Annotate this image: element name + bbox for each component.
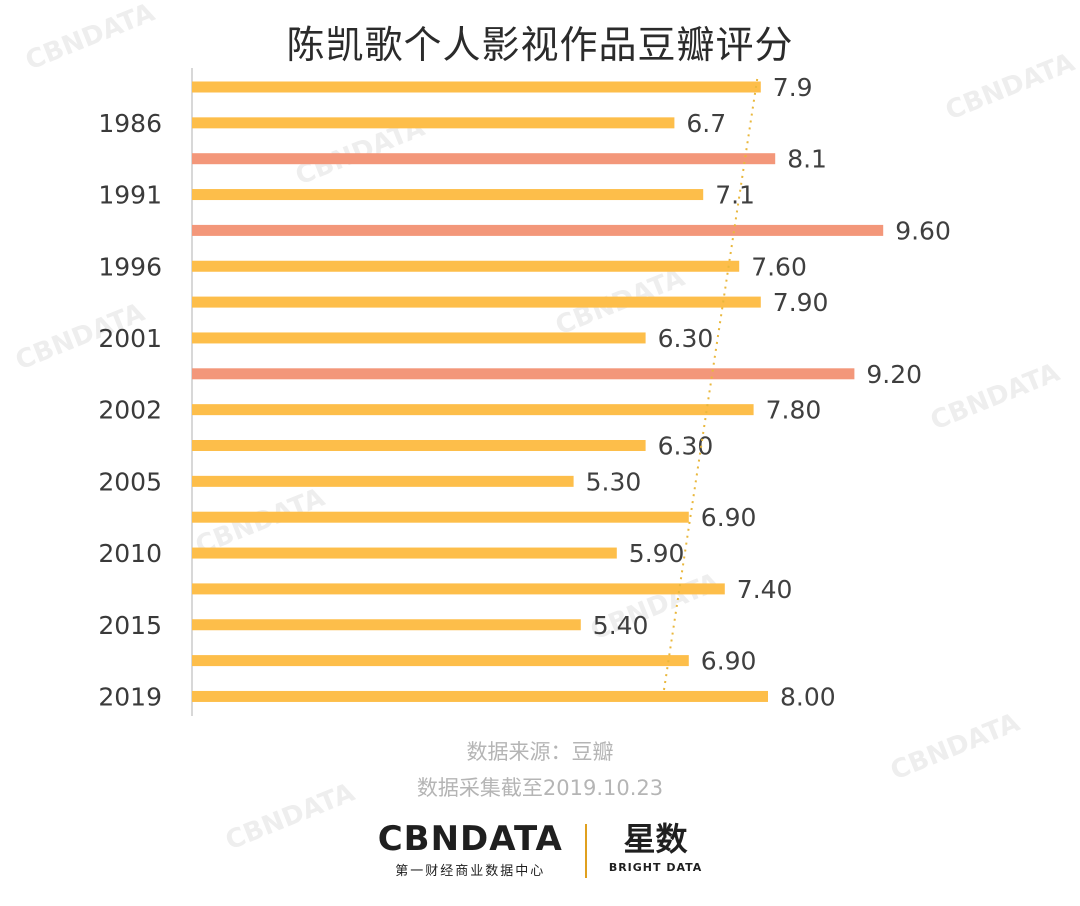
bar-16 — [192, 655, 689, 667]
bar-6 — [192, 296, 761, 308]
watermark-5: CBNDATA — [926, 358, 1064, 437]
y-tick-labels: 1986 1991 1996 2001 2002 2005 2010 2015 2019 — [98, 109, 162, 712]
footer-logo: CBNDATA 第一财经商业数据中心 星数 BRIGHT DATA — [0, 820, 1080, 879]
value-label-17: 8.00 — [780, 682, 836, 711]
value-label-15: 5.40 — [593, 611, 649, 640]
watermark-0: CBNDATA — [21, 0, 159, 76]
chart-title: 陈凯歌个人影视作品豆瓣评分 — [286, 23, 794, 67]
value-label-14: 7.40 — [737, 575, 793, 604]
value-label-8: 9.20 — [866, 360, 922, 389]
value-label-11: 5.30 — [586, 467, 642, 496]
value-label-9: 7.80 — [766, 396, 822, 425]
bar-10 — [192, 440, 646, 451]
bar-1 — [192, 117, 675, 129]
source-note: 数据来源：豆瓣 — [466, 740, 614, 764]
bar-14 — [192, 583, 725, 595]
cbndata-subtitle: 第一财经商业数据中心 — [395, 864, 546, 879]
y-tick-1996: 1996 — [98, 252, 162, 281]
bar-15 — [192, 619, 581, 631]
value-label-4: 9.60 — [895, 216, 951, 245]
bar-8 — [192, 368, 855, 380]
bar-2 — [192, 153, 776, 165]
logo-divider — [584, 824, 587, 878]
bar-4 — [192, 224, 884, 236]
bar-7 — [192, 332, 646, 344]
value-label-12: 6.90 — [701, 503, 757, 532]
bar-0 — [192, 81, 761, 93]
bar-12 — [192, 511, 689, 523]
y-tick-2002: 2002 — [98, 396, 162, 425]
brightdata-subtitle: BRIGHT DATA — [608, 861, 703, 874]
value-label-0: 7.9 — [773, 73, 813, 102]
y-tick-2015: 2015 — [98, 611, 162, 640]
watermark-2: CBNDATA — [941, 48, 1079, 127]
bar-5 — [192, 260, 740, 272]
brightdata-wordmark: 星数 — [623, 820, 688, 858]
value-label-1: 6.7 — [686, 109, 726, 138]
value-label-3: 7.1 — [715, 181, 755, 210]
bar-9 — [192, 404, 754, 416]
bar-11 — [192, 475, 574, 487]
bars — [192, 81, 884, 702]
value-label-5: 7.60 — [751, 252, 807, 281]
date-note: 数据采集截至2019.10.23 — [416, 776, 664, 800]
bar-3 — [192, 189, 704, 201]
value-labels: 7.9 6.7 8.1 7.1 9.60 7.60 7.90 6.30 9.20 7.80 6.30… — [586, 73, 951, 711]
cbndata-logo: CBNDATA 第一财经商业数据中心 — [378, 820, 585, 879]
value-label-16: 6.90 — [701, 647, 757, 676]
bar-17 — [192, 690, 768, 702]
value-label-7: 6.30 — [658, 324, 714, 353]
y-tick-2019: 2019 — [98, 682, 162, 711]
value-label-2: 8.1 — [787, 145, 827, 174]
cbndata-wordmark: CBNDATA — [377, 819, 563, 859]
value-label-6: 7.90 — [773, 288, 829, 317]
y-tick-1986: 1986 — [98, 109, 162, 138]
value-label-10: 6.30 — [658, 432, 714, 461]
y-tick-1991: 1991 — [98, 181, 162, 210]
y-tick-2005: 2005 — [98, 467, 162, 496]
brightdata-logo: 星数 BRIGHT DATA — [587, 820, 702, 874]
bar-13 — [192, 547, 617, 559]
value-label-13: 5.90 — [629, 539, 685, 568]
y-tick-2010: 2010 — [98, 539, 162, 568]
y-tick-2001: 2001 — [98, 324, 162, 353]
